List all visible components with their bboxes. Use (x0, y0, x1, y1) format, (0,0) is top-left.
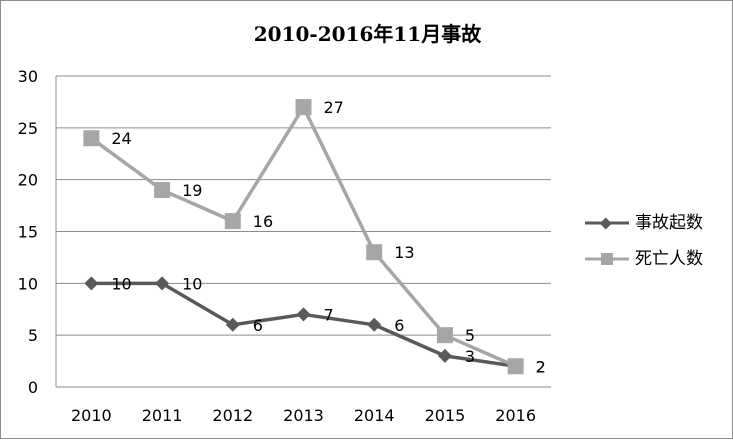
x-tick-label: 2013 (283, 406, 324, 425)
series-2-point (83, 130, 100, 147)
series-2-point (295, 99, 312, 116)
y-tick-label: 15 (18, 223, 38, 242)
series-2-data-label: 13 (394, 243, 414, 262)
series-1-point (155, 276, 170, 291)
series-2-data-label: 27 (324, 98, 344, 117)
series-1-data-label: 3 (465, 347, 475, 366)
series-1-data-label: 6 (253, 316, 263, 335)
series-1-data-label: 10 (182, 274, 202, 293)
series-layer (83, 99, 524, 375)
series-line-1 (91, 281, 516, 368)
legend-label-series-2: 死亡人数 (635, 249, 703, 269)
legend-swatch-series-1 (585, 217, 629, 230)
series-1-point (225, 317, 240, 332)
series-2-data-label: 19 (182, 181, 202, 200)
y-tick-label: 25 (18, 119, 38, 138)
series-2-data-label: 16 (253, 212, 273, 231)
legend-item-series-1: 事故起数 (583, 213, 728, 249)
series-1-data-label: 10 (111, 274, 131, 293)
y-tick-label: 20 (18, 171, 38, 190)
series-2-data-label: 24 (111, 129, 131, 148)
legend-label-series-1: 事故起数 (635, 213, 703, 233)
x-tick-label: 2015 (425, 406, 466, 425)
y-tick-label: 10 (18, 274, 38, 293)
series-1-point (437, 348, 452, 363)
y-tick-label: 30 (18, 67, 38, 86)
series-1-point (367, 317, 382, 332)
series-2-data-label: 2 (536, 357, 546, 376)
series-2-point (154, 182, 171, 199)
chart-title: 2010-2016年11月事故 (253, 22, 482, 46)
series-1-point (296, 307, 311, 322)
x-tick-label: 2012 (212, 406, 253, 425)
legend-item-series-2: 死亡人数 (583, 249, 728, 285)
x-tick-label: 2011 (142, 406, 183, 425)
series-1-data-label: 7 (324, 305, 334, 324)
series-1-point (84, 276, 99, 291)
x-tick-label: 2010 (71, 406, 112, 425)
series-2-point (507, 358, 524, 375)
x-tick-label: 2016 (495, 406, 536, 425)
series-2-point (224, 213, 241, 230)
series-1-data-label: 2 (536, 357, 546, 376)
series-2-point (366, 244, 383, 261)
series-2-point (436, 327, 453, 344)
y-tick-label: 0 (28, 378, 38, 397)
y-tick-label: 5 (28, 326, 38, 345)
x-tick-label: 2014 (354, 406, 395, 425)
series-1-data-label: 6 (394, 316, 404, 335)
legend-swatch-series-2 (585, 253, 629, 265)
series-2-data-label: 5 (465, 326, 475, 345)
legend: 事故起数 死亡人数 (583, 213, 728, 285)
